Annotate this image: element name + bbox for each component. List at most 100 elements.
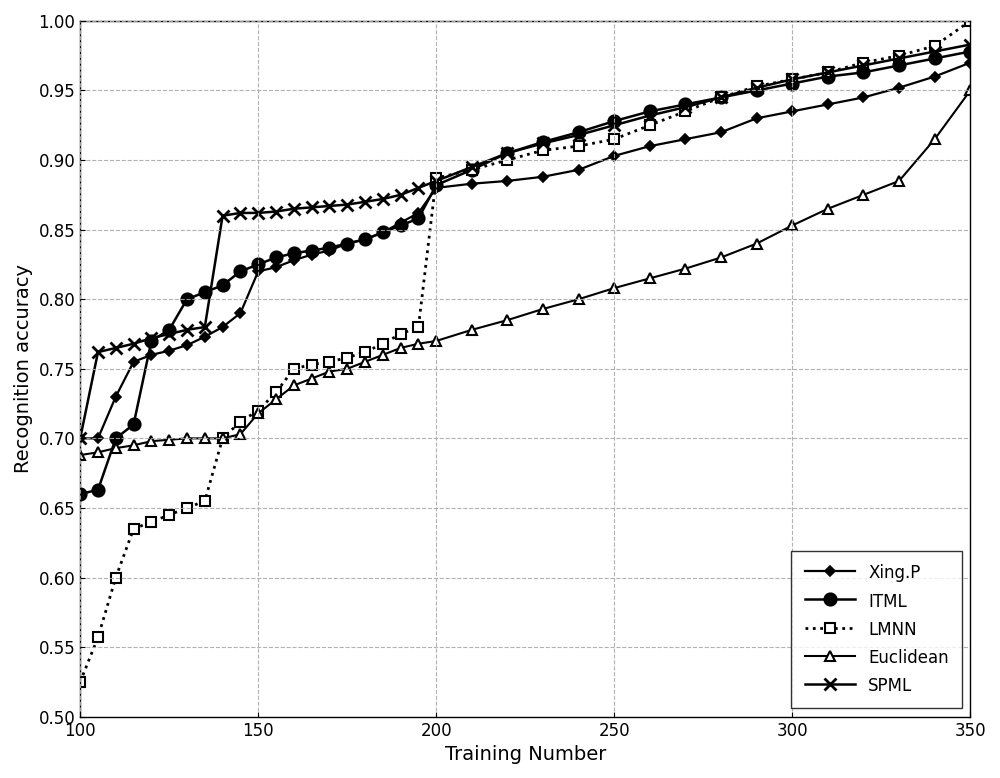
- Xing.P: [537, 172, 549, 181]
- Xing.P: [181, 341, 193, 350]
- ITML: [929, 54, 941, 63]
- Euclidean: [751, 239, 763, 248]
- SPML: [341, 200, 353, 209]
- LMNN: [110, 573, 122, 582]
- Xing.P: [679, 135, 691, 144]
- ITML: [181, 295, 193, 304]
- LMNN: [857, 58, 869, 68]
- SPML: [412, 183, 424, 192]
- ITML: [537, 137, 549, 146]
- SPML: [929, 47, 941, 56]
- ITML: [270, 253, 282, 262]
- Xing.P: [145, 350, 157, 359]
- LMNN: [341, 353, 353, 363]
- LMNN: [644, 121, 656, 130]
- SPML: [715, 93, 727, 102]
- Xing.P: [644, 142, 656, 151]
- Euclidean: [466, 325, 478, 335]
- Xing.P: [573, 165, 585, 174]
- Xing.P: [359, 235, 371, 244]
- ITML: [412, 214, 424, 223]
- Euclidean: [573, 295, 585, 304]
- SPML: [92, 348, 104, 357]
- SPML: [145, 334, 157, 343]
- Euclidean: [929, 135, 941, 144]
- ITML: [679, 100, 691, 109]
- ITML: [466, 165, 478, 174]
- LMNN: [893, 51, 905, 61]
- ITML: [163, 325, 175, 335]
- Xing.P: [323, 246, 335, 255]
- Euclidean: [893, 177, 905, 186]
- Xing.P: [341, 239, 353, 248]
- LMNN: [234, 417, 246, 426]
- LMNN: [252, 406, 264, 415]
- SPML: [199, 322, 211, 331]
- Euclidean: [145, 436, 157, 446]
- LMNN: [929, 41, 941, 51]
- ITML: [857, 68, 869, 77]
- SPML: [252, 209, 264, 218]
- LMNN: [145, 517, 157, 527]
- Xing.P: [822, 100, 834, 109]
- Euclidean: [786, 221, 798, 230]
- LMNN: [395, 329, 407, 338]
- SPML: [270, 207, 282, 216]
- Euclidean: [181, 433, 193, 443]
- Line: LMNN: LMNN: [75, 16, 975, 687]
- LMNN: [412, 322, 424, 331]
- SPML: [608, 121, 620, 130]
- Xing.P: [217, 322, 229, 331]
- Euclidean: [74, 450, 86, 460]
- LMNN: [537, 145, 549, 155]
- SPML: [466, 163, 478, 172]
- Xing.P: [412, 209, 424, 218]
- Euclidean: [644, 274, 656, 283]
- Xing.P: [377, 228, 389, 237]
- Xing.P: [466, 179, 478, 188]
- LMNN: [306, 360, 318, 370]
- LMNN: [288, 364, 300, 373]
- SPML: [501, 149, 513, 158]
- ITML: [573, 128, 585, 137]
- Euclidean: [217, 433, 229, 443]
- Euclidean: [395, 343, 407, 352]
- Line: SPML: SPML: [75, 39, 976, 444]
- Euclidean: [679, 264, 691, 273]
- Euclidean: [964, 86, 976, 95]
- SPML: [679, 103, 691, 112]
- X-axis label: Training Number: Training Number: [445, 745, 606, 764]
- Euclidean: [252, 408, 264, 418]
- SPML: [395, 190, 407, 199]
- SPML: [751, 83, 763, 93]
- SPML: [964, 40, 976, 49]
- ITML: [128, 420, 140, 429]
- LMNN: [751, 82, 763, 91]
- Line: Xing.P: Xing.P: [77, 59, 974, 442]
- LMNN: [573, 142, 585, 151]
- Xing.P: [288, 256, 300, 265]
- LMNN: [199, 496, 211, 506]
- Xing.P: [128, 357, 140, 366]
- ITML: [217, 281, 229, 290]
- Legend: Xing.P, ITML, LMNN, Euclidean, SPML: Xing.P, ITML, LMNN, Euclidean, SPML: [791, 551, 962, 708]
- SPML: [110, 343, 122, 352]
- Euclidean: [199, 433, 211, 443]
- Xing.P: [893, 83, 905, 93]
- ITML: [234, 267, 246, 276]
- SPML: [234, 209, 246, 218]
- LMNN: [608, 135, 620, 144]
- LMNN: [822, 68, 834, 77]
- Euclidean: [537, 304, 549, 314]
- SPML: [306, 203, 318, 212]
- LMNN: [217, 433, 229, 443]
- ITML: [715, 93, 727, 102]
- SPML: [786, 75, 798, 84]
- LMNN: [466, 165, 478, 174]
- SPML: [822, 68, 834, 77]
- Euclidean: [92, 447, 104, 457]
- Xing.P: [786, 107, 798, 116]
- ITML: [323, 243, 335, 252]
- LMNN: [501, 156, 513, 165]
- Xing.P: [857, 93, 869, 102]
